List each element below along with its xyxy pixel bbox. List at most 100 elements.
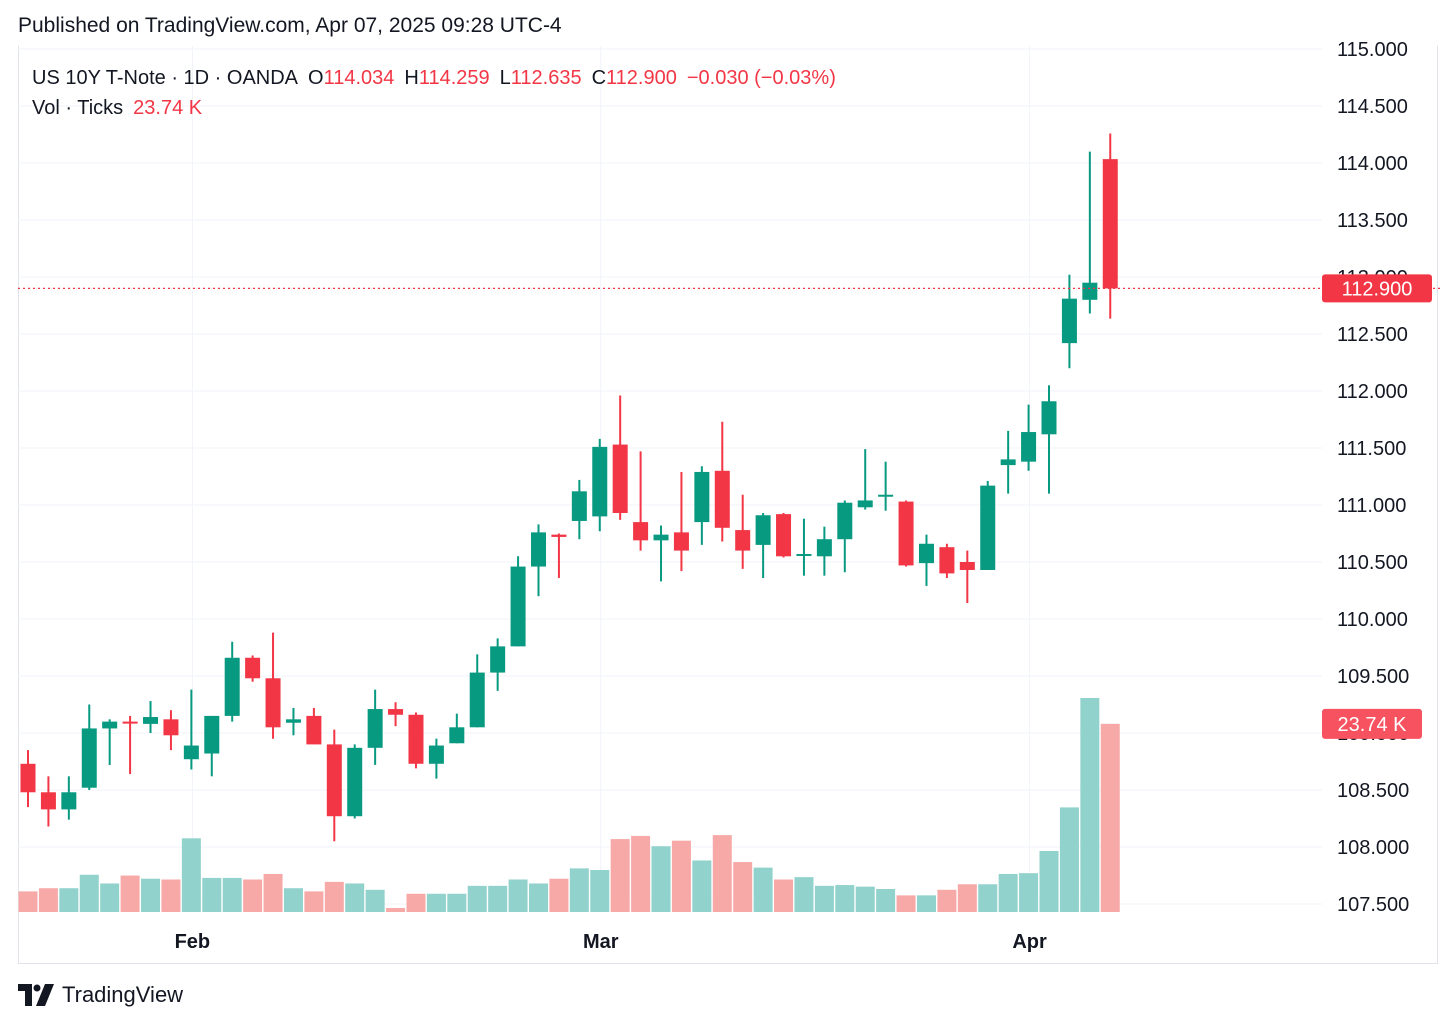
candle-body[interactable] — [714, 470, 730, 528]
candle-body[interactable] — [959, 562, 975, 570]
candle-body[interactable] — [939, 547, 955, 574]
volume-bar — [835, 885, 855, 912]
volume-bar — [488, 885, 508, 912]
volume-bar — [79, 874, 99, 912]
volume-bar — [59, 888, 79, 912]
volume-bar — [202, 877, 222, 912]
close-label: C — [591, 67, 607, 89]
volume-bars — [18, 698, 1120, 912]
candle-body[interactable] — [347, 747, 363, 817]
volume-bar — [467, 885, 487, 912]
y-tick-label: 112.500 — [1337, 324, 1408, 346]
candle-body[interactable] — [20, 763, 36, 793]
volume-bar — [365, 889, 385, 912]
candle-body[interactable] — [878, 494, 894, 497]
ohlc-row: US 10Y T-Note · 1D · OANDA O114.034 H114.2… — [32, 63, 836, 93]
volume-bar — [100, 883, 120, 912]
candle-body[interactable] — [755, 515, 771, 545]
x-tick-label: Mar — [583, 931, 619, 953]
candle-body[interactable] — [837, 502, 853, 540]
candle-body[interactable] — [490, 646, 506, 673]
candle-body[interactable] — [163, 719, 179, 736]
candle-body[interactable] — [224, 657, 240, 716]
volume-bar — [814, 885, 834, 912]
low-value: 112.635 — [510, 67, 582, 89]
candle-body[interactable] — [673, 532, 689, 551]
candle-body[interactable] — [592, 446, 608, 517]
candle-body[interactable] — [510, 566, 526, 647]
volume-bar — [651, 846, 671, 912]
change-value: −0.030 (−0.03%) — [686, 67, 836, 89]
volume-bar — [1080, 698, 1100, 912]
candles — [20, 133, 1118, 842]
candle-body[interactable] — [918, 543, 934, 564]
candle-body[interactable] — [735, 530, 751, 551]
candle-body[interactable] — [1061, 298, 1077, 344]
grid-lines — [18, 46, 1322, 912]
candle-body[interactable] — [367, 709, 383, 748]
volume-bar — [1039, 850, 1059, 912]
volume-label[interactable]: Vol · Ticks — [32, 97, 124, 119]
candle-body[interactable] — [143, 717, 159, 724]
candle-body[interactable] — [285, 719, 301, 723]
candle-body[interactable] — [1102, 159, 1118, 289]
volume-bar — [406, 893, 426, 912]
candle-body[interactable] — [469, 672, 485, 728]
candle-body[interactable] — [61, 792, 77, 810]
y-tick-label: 110.000 — [1337, 609, 1408, 631]
candle-body[interactable] — [204, 715, 220, 754]
candle-body[interactable] — [694, 471, 710, 523]
candle-body[interactable] — [1021, 432, 1037, 462]
y-tick-label: 114.000 — [1337, 153, 1408, 175]
candle-body[interactable] — [980, 485, 996, 570]
volume-row: Vol · Ticks 23.74 K — [32, 93, 836, 123]
tradingview-brand[interactable]: TradingView — [18, 982, 183, 1008]
candle-body[interactable] — [633, 522, 649, 541]
candle-body[interactable] — [531, 532, 546, 567]
candle-body[interactable] — [571, 491, 587, 521]
volume-bar — [712, 835, 732, 912]
candle-body[interactable] — [122, 721, 138, 724]
symbol-title[interactable]: US 10Y T-Note · 1D · OANDA — [32, 67, 299, 89]
candle-body[interactable] — [306, 715, 322, 745]
volume-bar — [120, 875, 140, 912]
y-tick-label: 108.500 — [1337, 780, 1409, 802]
y-tick-label: 114.500 — [1337, 96, 1408, 118]
volume-bar — [283, 888, 303, 912]
volume-bar — [753, 867, 773, 912]
candle-body[interactable] — [408, 714, 424, 764]
candle-body[interactable] — [898, 501, 914, 566]
candle-body[interactable] — [612, 444, 628, 513]
close-value: 112.900 — [606, 67, 677, 89]
candle-body[interactable] — [796, 554, 812, 557]
candle-body[interactable] — [449, 727, 465, 744]
last-price-label: 112.900 — [1342, 278, 1413, 300]
volume-bar — [590, 869, 610, 912]
candle-body[interactable] — [1000, 459, 1016, 466]
candle-body[interactable] — [1041, 401, 1057, 435]
candle-body[interactable] — [102, 721, 118, 729]
volume-bar — [324, 881, 344, 912]
candle-body[interactable] — [40, 792, 56, 810]
volume-bar — [447, 893, 467, 912]
candle-body[interactable] — [816, 539, 832, 557]
volume-bar — [549, 878, 569, 912]
candle-body[interactable] — [776, 514, 792, 557]
candle-body[interactable] — [428, 745, 444, 764]
candle-body[interactable] — [653, 534, 669, 541]
y-tick-label: 110.500 — [1337, 552, 1408, 574]
volume-bar — [671, 840, 691, 912]
candle-body[interactable] — [857, 500, 873, 508]
candle-body[interactable] — [1082, 282, 1098, 300]
volume-bar — [181, 838, 201, 912]
y-tick-label: 112.000 — [1337, 381, 1408, 403]
candle-body[interactable] — [81, 728, 97, 788]
volume-value: 23.74 K — [133, 97, 203, 119]
candle-body[interactable] — [551, 534, 567, 537]
candle-body[interactable] — [326, 744, 342, 817]
candle-body[interactable] — [183, 745, 199, 760]
candle-body[interactable] — [388, 709, 404, 715]
candle-body[interactable] — [265, 678, 281, 728]
candle-body[interactable] — [245, 657, 261, 679]
